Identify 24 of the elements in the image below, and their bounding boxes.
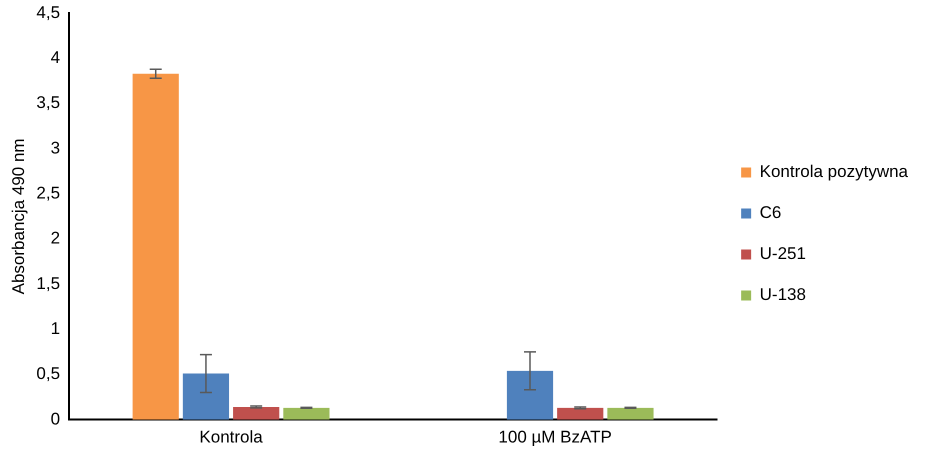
bar (233, 406, 280, 420)
legend-label: Kontrola pozytywna (760, 162, 909, 182)
y-tick-label: 0,5 (36, 364, 60, 384)
bar (182, 374, 230, 420)
y-axis-title: Absorbancja 490 nm (8, 138, 28, 294)
y-tick-label: 2,5 (36, 184, 60, 203)
bar (557, 408, 604, 420)
y-tick-label: 1,5 (36, 274, 60, 293)
y-tick-label: 1 (50, 318, 60, 338)
y-tick-label: 0 (50, 409, 60, 428)
bar (607, 408, 654, 420)
bar (283, 408, 330, 420)
y-tick-label: 4 (50, 48, 60, 68)
legend-label: U-251 (760, 244, 806, 264)
x-tick-label: 100 µM BzATP (498, 427, 612, 446)
legend-label: U-138 (760, 285, 806, 304)
x-tick-label: Kontrola (199, 427, 264, 446)
bar (506, 370, 554, 420)
y-tick-label: 3,5 (36, 93, 60, 112)
y-tick-label: 4,5 (36, 2, 60, 22)
bar (132, 74, 179, 420)
y-tick-label: 3 (50, 138, 60, 158)
legend-label: C6 (760, 203, 782, 222)
y-tick-label: 2 (50, 228, 60, 248)
